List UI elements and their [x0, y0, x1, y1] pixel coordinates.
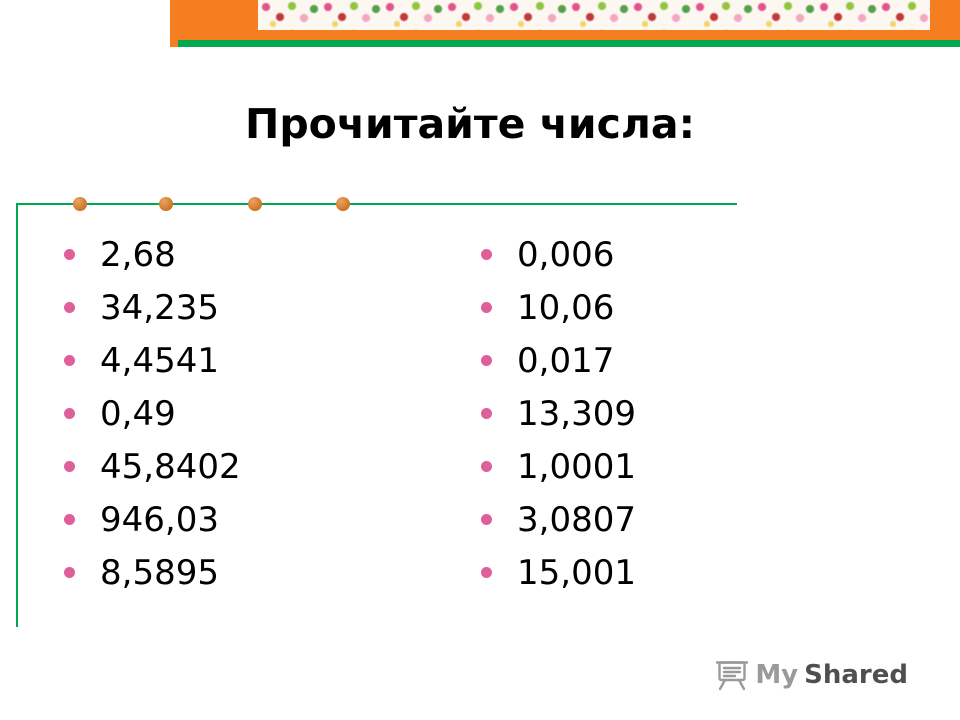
green-underline	[178, 40, 960, 47]
number-text: 4,4541	[100, 340, 219, 381]
content-frame-left-line	[16, 203, 18, 627]
number-item: 34,235	[64, 281, 241, 334]
number-text: 1,0001	[517, 446, 636, 487]
number-item: 10,06	[481, 281, 636, 334]
watermark-shared: Shared	[804, 660, 908, 690]
orange-dot-icon	[336, 197, 350, 211]
number-list-right: 0,006 10,06 0,017 13,309 1,0001 3,0807 1…	[481, 228, 636, 599]
number-item: 15,001	[481, 546, 636, 599]
bullet-icon	[481, 514, 492, 525]
number-item: 13,309	[481, 387, 636, 440]
number-item: 0,017	[481, 334, 636, 387]
number-item: 0,49	[64, 387, 241, 440]
number-text: 0,006	[517, 234, 615, 275]
content-frame-top-line	[16, 203, 737, 205]
top-decor-band	[170, 0, 960, 47]
number-text: 946,03	[100, 499, 219, 540]
number-text: 8,5895	[100, 552, 219, 593]
bullet-icon	[481, 461, 492, 472]
number-text: 0,49	[100, 393, 176, 434]
bullet-icon	[64, 355, 75, 366]
number-text: 0,017	[517, 340, 615, 381]
bullet-icon	[64, 567, 75, 578]
bullet-icon	[64, 461, 75, 472]
orange-dot-icon	[159, 197, 173, 211]
number-item: 1,0001	[481, 440, 636, 493]
bullet-icon	[64, 302, 75, 313]
number-item: 3,0807	[481, 493, 636, 546]
number-text: 3,0807	[517, 499, 636, 540]
flipchart-icon	[715, 658, 749, 692]
number-item: 8,5895	[64, 546, 241, 599]
number-text: 10,06	[517, 287, 615, 328]
number-item: 0,006	[481, 228, 636, 281]
number-item: 2,68	[64, 228, 241, 281]
floral-pattern-strip	[258, 0, 930, 30]
number-item: 4,4541	[64, 334, 241, 387]
myshared-watermark: My Shared	[715, 658, 908, 692]
number-text: 45,8402	[100, 446, 241, 487]
number-text: 34,235	[100, 287, 219, 328]
bullet-icon	[481, 302, 492, 313]
number-text: 15,001	[517, 552, 636, 593]
bullet-icon	[481, 567, 492, 578]
bullet-icon	[64, 408, 75, 419]
orange-dot-icon	[73, 197, 87, 211]
bullet-icon	[481, 355, 492, 366]
number-list-left: 2,68 34,235 4,4541 0,49 45,8402 946,03 8…	[64, 228, 241, 599]
watermark-my: My	[755, 660, 799, 690]
orange-dot-icon	[248, 197, 262, 211]
bullet-icon	[481, 249, 492, 260]
bullet-icon	[64, 514, 75, 525]
slide-title: Прочитайте числа:	[245, 100, 695, 148]
number-item: 45,8402	[64, 440, 241, 493]
number-text: 2,68	[100, 234, 176, 275]
number-text: 13,309	[517, 393, 636, 434]
bullet-icon	[64, 249, 75, 260]
bullet-icon	[481, 408, 492, 419]
number-item: 946,03	[64, 493, 241, 546]
